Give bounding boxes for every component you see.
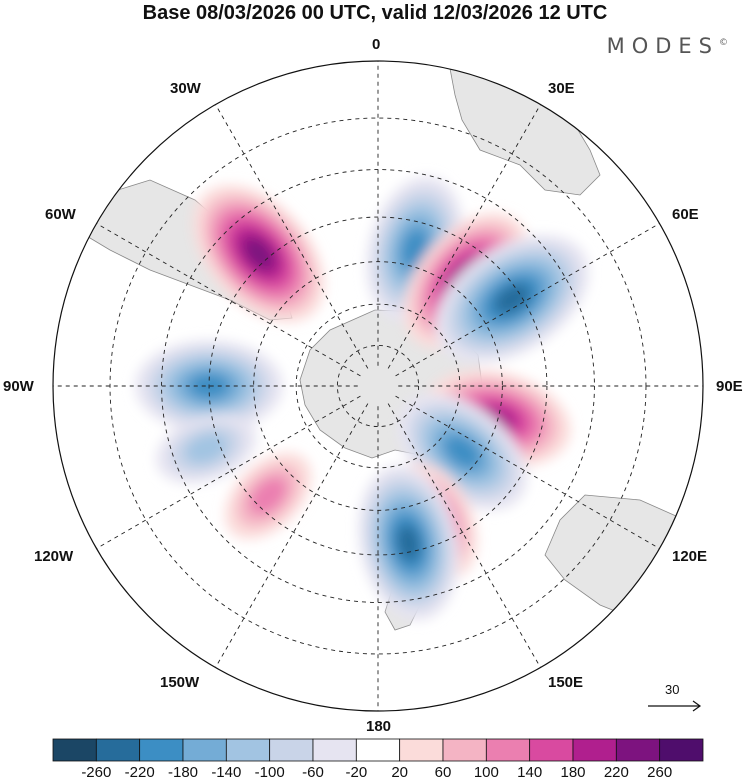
meridian-150 bbox=[387, 403, 541, 668]
anomaly-2-level-5 bbox=[494, 284, 530, 314]
lon-label-90w: 90W bbox=[3, 378, 34, 395]
meridian-240 bbox=[96, 395, 361, 549]
colorbar-tick-label: 260 bbox=[647, 764, 673, 781]
colorbar-tick-label: 100 bbox=[473, 764, 499, 781]
meridian-30 bbox=[387, 104, 541, 369]
lon-label-30w: 30W bbox=[170, 80, 201, 97]
colorbar-tick-label: 140 bbox=[517, 764, 543, 781]
colorbar-swatch-1 bbox=[95, 738, 141, 762]
meridian-330 bbox=[215, 104, 369, 369]
colorbar-tick-label: -220 bbox=[124, 764, 155, 781]
reference-vector-label: 30 bbox=[665, 682, 680, 697]
lon-label-150e: 150E bbox=[548, 674, 584, 691]
colorbar-swatch-9 bbox=[442, 738, 487, 762]
parallel--80 bbox=[336, 344, 420, 428]
lon-label-30e: 30E bbox=[548, 80, 575, 97]
colorbar-swatch-12 bbox=[572, 738, 617, 762]
meridian-60 bbox=[395, 223, 660, 377]
colorbar-tick-label: -140 bbox=[211, 764, 242, 781]
colorbar-tick-label: -60 bbox=[302, 764, 324, 781]
colorbar-swatch-5 bbox=[269, 738, 314, 762]
colorbar-tick-label: -180 bbox=[167, 764, 199, 781]
meridian-300 bbox=[96, 223, 361, 377]
colorbar-swatch-10 bbox=[485, 738, 531, 762]
anomaly-10-level-2 bbox=[184, 433, 228, 464]
lon-label-60e: 60E bbox=[672, 206, 699, 223]
lon-label-150w: 150W bbox=[160, 674, 200, 691]
lon-label-120w: 120W bbox=[34, 548, 74, 565]
colorbar-swatch-14 bbox=[659, 738, 704, 762]
lat-lon-grid bbox=[53, 61, 703, 711]
lon-label-60w: 60W bbox=[45, 206, 76, 223]
lon-label-0: 0 bbox=[372, 36, 381, 53]
colorbar bbox=[52, 738, 704, 762]
meridian-120 bbox=[395, 395, 660, 549]
parallel--50 bbox=[208, 216, 548, 556]
reference-vector bbox=[648, 700, 702, 712]
parallel--70 bbox=[295, 303, 461, 469]
brand-mark: © bbox=[719, 38, 728, 48]
colorbar-tick-label: 180 bbox=[560, 764, 586, 781]
lon-label-180: 180 bbox=[366, 718, 392, 735]
colorbar-tick-label: 220 bbox=[603, 764, 629, 781]
colorbar-tick-label: -260 bbox=[81, 764, 112, 781]
colorbar-swatch-3 bbox=[182, 738, 227, 762]
lon-label-120e: 120E bbox=[672, 548, 708, 565]
brand-name: MODES bbox=[606, 34, 719, 58]
anomaly-6-level-5 bbox=[396, 524, 421, 561]
brand-logo: MODES© bbox=[607, 34, 728, 58]
parallel--30 bbox=[109, 117, 647, 655]
colorbar-tick-label: -100 bbox=[254, 764, 285, 781]
colorbar-tick-label: 20 bbox=[391, 764, 408, 781]
colorbar-swatch-13 bbox=[615, 738, 661, 762]
anomaly-4-level-4 bbox=[444, 436, 481, 468]
parallel--40 bbox=[161, 169, 595, 603]
colorbar-swatch-7 bbox=[355, 738, 401, 762]
colorbar-swatch-4 bbox=[225, 738, 271, 762]
anomaly-9-level-5 bbox=[243, 237, 274, 270]
colorbar-tick-label: -20 bbox=[345, 764, 368, 781]
globe-disc bbox=[53, 61, 703, 711]
colorbar-swatch-0 bbox=[52, 738, 97, 762]
meridian-210 bbox=[215, 403, 369, 668]
colorbar-swatch-8 bbox=[399, 738, 444, 762]
colorbar-swatch-11 bbox=[529, 738, 574, 762]
lon-label-90e: 90E bbox=[716, 378, 743, 395]
colorbar-swatch-2 bbox=[139, 738, 184, 762]
colorbar-swatch-6 bbox=[312, 738, 357, 762]
map-title: Base 08/03/2026 00 UTC, valid 12/03/2026… bbox=[142, 2, 608, 24]
globe-border bbox=[52, 60, 704, 712]
parallel--60 bbox=[253, 261, 503, 511]
anomaly-7-level-2 bbox=[249, 477, 287, 515]
colorbar-tick-label: 60 bbox=[434, 764, 452, 781]
anomaly-0-level-4 bbox=[401, 229, 428, 269]
